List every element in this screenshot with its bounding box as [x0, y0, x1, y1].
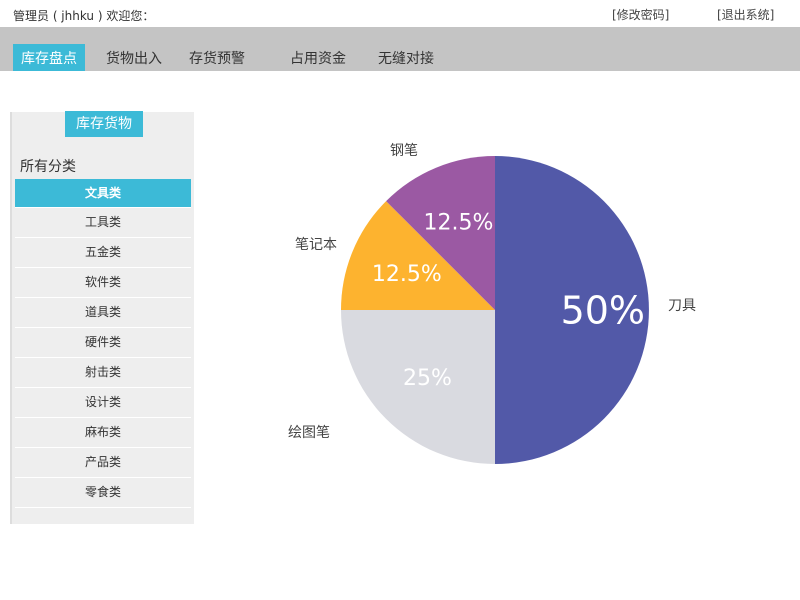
sidebar-category-item[interactable]: 软件类: [15, 268, 191, 298]
pie-slice[interactable]: [495, 156, 649, 464]
main-nav: 库存盘点 货物出入 存货预警 占用资金 无缝对接: [0, 27, 800, 71]
pie-slice[interactable]: [341, 201, 495, 310]
sidebar-category-item[interactable]: 硬件类: [15, 328, 191, 358]
sidebar-category-item[interactable]: 麻布类: [15, 418, 191, 448]
tab-seamless-integration[interactable]: 无缝对接: [378, 51, 434, 67]
sidebar: 库存货物 所有分类 文具类 工具类 五金类 软件类 道具类 硬件类 射击类 设计类 麻布类 产品类…: [10, 111, 194, 524]
category-list: 文具类 工具类 五金类 软件类 道具类 硬件类 射击类 设计类 麻布类 产品类 零食类: [15, 179, 191, 508]
top-bar: 管理员 ( jhhku ) 欢迎您： [修改密码] [退出系统]: [0, 0, 800, 27]
pie-category-label: 绘图笔: [288, 425, 330, 441]
sidebar-category-item[interactable]: 五金类: [15, 238, 191, 268]
welcome-text: 管理员 ( jhhku ) 欢迎您：: [13, 9, 155, 23]
sidebar-category-item[interactable]: 道具类: [15, 298, 191, 328]
tab-occupied-funds[interactable]: 占用资金: [290, 51, 346, 67]
logout-link[interactable]: [退出系统]: [717, 8, 775, 22]
pie-percent-label: 12.5%: [424, 210, 494, 235]
sidebar-category-item[interactable]: 文具类: [15, 179, 191, 208]
sidebar-category-item[interactable]: 零食类: [15, 478, 191, 508]
all-categories-label[interactable]: 所有分类: [20, 159, 76, 175]
tab-stock-warning[interactable]: 存货预警: [189, 51, 245, 67]
sidebar-title: 库存货物: [65, 111, 143, 137]
tab-goods-in-out[interactable]: 货物出入: [106, 51, 162, 67]
pie-category-label: 钢笔: [390, 143, 418, 159]
tab-inventory-check[interactable]: 库存盘点: [13, 44, 85, 71]
sidebar-category-item[interactable]: 射击类: [15, 358, 191, 388]
sidebar-category-item[interactable]: 产品类: [15, 448, 191, 478]
pie-percent-label: 50%: [561, 288, 645, 332]
pie-slice[interactable]: [386, 156, 495, 310]
pie-percent-label: 25%: [403, 366, 452, 391]
sidebar-category-item[interactable]: 设计类: [15, 388, 191, 418]
pie-category-label: 刀具: [668, 298, 696, 314]
sidebar-category-item[interactable]: 工具类: [15, 208, 191, 238]
pie-slice[interactable]: [341, 310, 495, 464]
pie-percent-label: 12.5%: [372, 262, 442, 287]
change-password-link[interactable]: [修改密码]: [612, 8, 670, 22]
pie-category-label: 笔记本: [295, 237, 337, 253]
